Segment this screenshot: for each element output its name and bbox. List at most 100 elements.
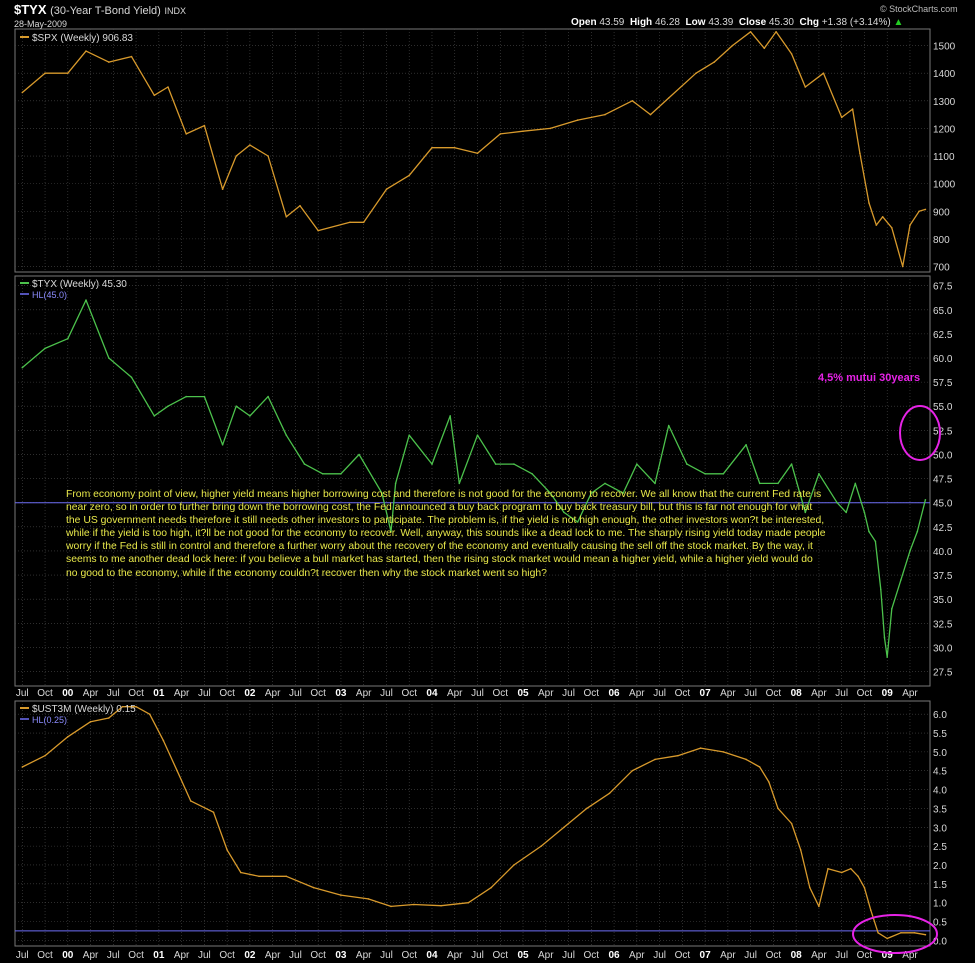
data-point <box>285 434 288 437</box>
data-point <box>453 146 456 149</box>
data-point <box>67 72 69 74</box>
legend-tyx: $TYX (Weekly) 45.30 HL(45.0) <box>20 279 127 300</box>
y-tick-label: 4.0 <box>933 786 947 797</box>
y-tick-label: 57.5 <box>933 378 953 389</box>
data-point <box>840 116 843 119</box>
data-point <box>790 53 793 55</box>
high-label: High <box>629 17 653 28</box>
data-point <box>863 511 866 514</box>
legend-spx: $SPX (Weekly) 906.83 <box>20 33 133 44</box>
y-tick-label: 37.5 <box>933 571 953 582</box>
data-point <box>851 108 854 110</box>
commentary-text: From economy point of view, higher yield… <box>66 489 826 579</box>
x-tick-label: Jul <box>107 688 120 699</box>
data-point <box>654 482 656 485</box>
y-tick-label: 4.5 <box>933 767 947 778</box>
x-tick-label: Oct <box>128 688 144 699</box>
data-point <box>758 766 761 768</box>
chg-value: +1.38 (+3.14%) <box>821 17 891 28</box>
x-tick-label: 09 <box>882 950 894 961</box>
data-point <box>449 415 452 417</box>
data-point <box>67 736 69 738</box>
y-tick-label: 65.0 <box>933 306 953 317</box>
data-point <box>667 424 670 427</box>
data-point <box>901 265 904 268</box>
x-tick-label: Oct <box>128 950 144 961</box>
y-tick-label: 42.5 <box>933 523 953 534</box>
data-point <box>859 152 861 155</box>
data-point <box>390 905 392 908</box>
data-point <box>108 717 110 719</box>
data-point <box>868 202 870 204</box>
x-tick-label: 07 <box>700 950 712 961</box>
x-tick-label: Jul <box>198 950 211 961</box>
x-tick-label: Apr <box>447 688 463 699</box>
data-point <box>176 769 178 772</box>
legend-spx-label: $SPX (Weekly) 906.83 <box>32 33 133 44</box>
x-tick-label: Apr <box>83 950 99 961</box>
data-point <box>340 473 342 475</box>
data-point <box>777 482 779 485</box>
data-point <box>549 492 552 494</box>
x-tick-label: 02 <box>244 688 256 699</box>
x-tick-label: Apr <box>174 950 190 961</box>
x-tick-label: Jul <box>471 688 484 699</box>
y-tick-label: 35.0 <box>933 595 953 606</box>
close-value: 45.30 <box>768 17 794 28</box>
data-point <box>604 113 606 116</box>
x-tick-label: 03 <box>335 950 347 961</box>
data-point <box>358 453 360 456</box>
data-point <box>135 705 137 708</box>
data-point <box>686 463 688 465</box>
x-tick-label: Oct <box>492 688 508 699</box>
data-point <box>713 61 715 63</box>
data-point <box>21 91 24 94</box>
y-tick-label: 900 <box>933 207 950 218</box>
x-tick-label: Jul <box>380 688 393 699</box>
y-tick-label: 47.5 <box>933 475 953 486</box>
x-tick-label: Apr <box>902 688 918 699</box>
y-tick-label: 1.0 <box>933 899 947 910</box>
y-tick-label: 800 <box>933 235 950 246</box>
x-tick-label: Jul <box>107 950 120 961</box>
data-point <box>85 50 87 52</box>
x-tick-label: Jul <box>653 950 666 961</box>
data-point <box>745 444 747 446</box>
data-point <box>235 155 237 157</box>
x-tick-label: 06 <box>609 950 621 961</box>
data-point <box>677 754 679 757</box>
data-point <box>857 875 859 878</box>
data-point <box>467 901 470 904</box>
x-tick-label: 04 <box>426 950 438 961</box>
y-tick-label: 67.5 <box>933 282 953 293</box>
data-point <box>654 758 656 761</box>
data-point <box>476 152 479 155</box>
data-point <box>121 705 124 708</box>
low-label: Low <box>685 17 706 28</box>
data-point <box>827 867 829 870</box>
x-tick-label: Oct <box>584 688 600 699</box>
x-tick-label: 00 <box>62 688 74 699</box>
x-tick-label: Apr <box>811 688 827 699</box>
data-point <box>185 133 187 135</box>
x-tick-label: Oct <box>857 688 873 699</box>
x-tick-label: Jul <box>835 950 848 961</box>
data-point <box>203 124 206 127</box>
data-point <box>349 221 351 224</box>
data-point <box>367 898 370 900</box>
data-point <box>631 100 634 102</box>
data-point <box>390 530 392 533</box>
data-point <box>731 44 734 47</box>
ohlc-summary: Open 43.59 High 46.28 Low 43.39 Close 45… <box>571 17 903 28</box>
data-point <box>900 579 902 581</box>
data-point <box>408 174 411 177</box>
data-point <box>167 86 169 88</box>
data-point <box>513 463 515 465</box>
x-tick-label: Apr <box>811 950 827 961</box>
x-tick-label: 08 <box>791 688 803 699</box>
data-point <box>590 492 593 494</box>
data-point <box>804 511 807 514</box>
x-tick-label: Jul <box>562 950 575 961</box>
data-point <box>622 492 624 494</box>
x-tick-label: Apr <box>265 950 281 961</box>
